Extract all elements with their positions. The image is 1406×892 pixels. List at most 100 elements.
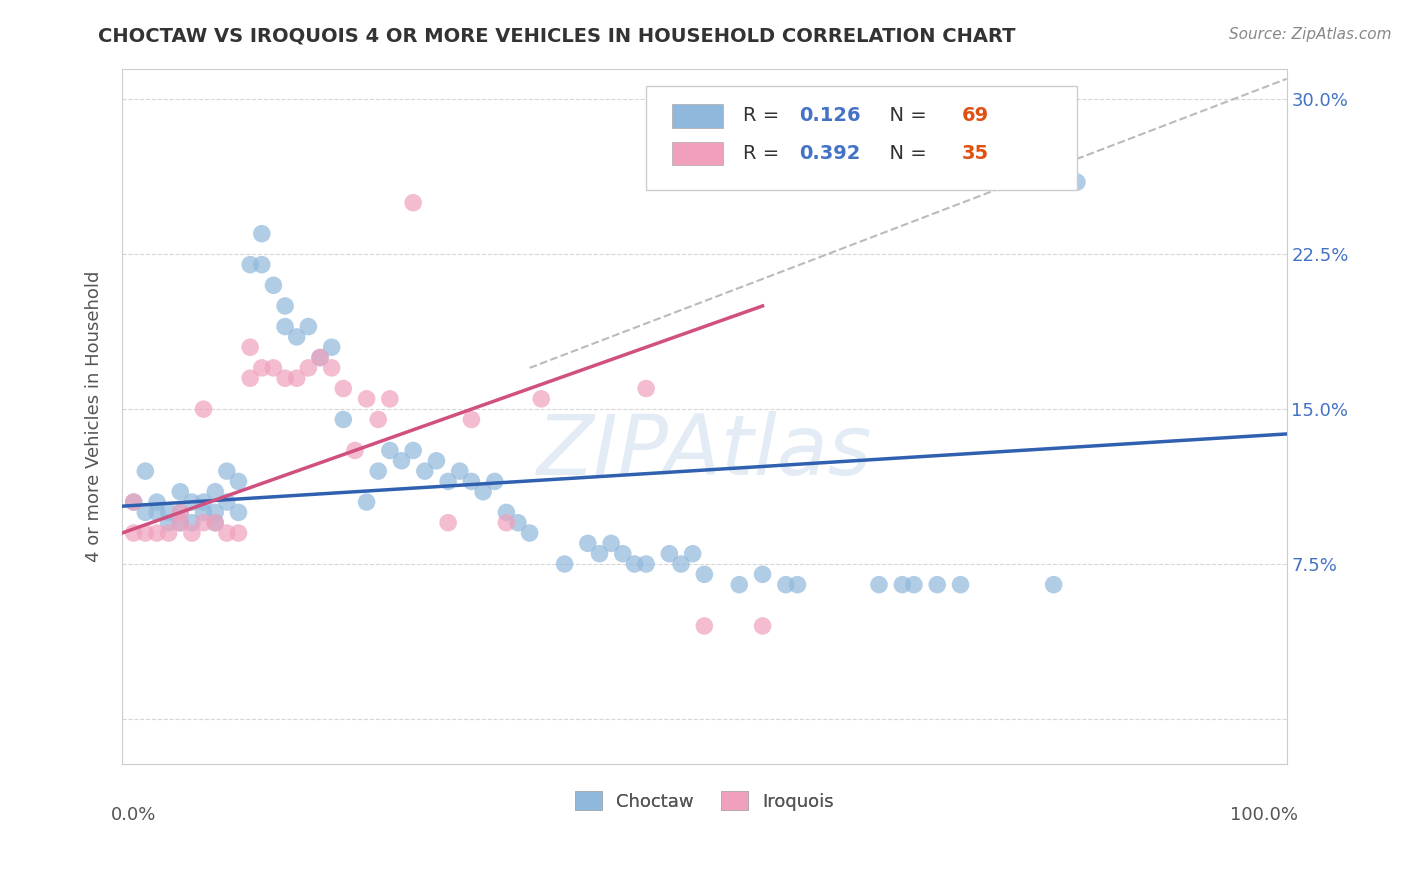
Point [169,516,191,530]
Point [636,382,658,396]
Point [332,382,354,396]
Point [332,412,354,426]
Point [728,577,751,591]
FancyBboxPatch shape [647,86,1077,190]
Point [193,505,215,519]
Point [274,299,297,313]
Legend: Choctaw, Iroquois: Choctaw, Iroquois [568,784,841,818]
Point [297,319,319,334]
Point [181,516,204,530]
Point [449,464,471,478]
Point [204,505,226,519]
Point [169,505,191,519]
Point [228,505,250,519]
Point [146,495,169,509]
Point [437,475,460,489]
Point [949,577,972,591]
Point [378,392,401,406]
Point [1042,577,1064,591]
Point [146,505,169,519]
Point [588,547,610,561]
Point [460,475,482,489]
Point [134,464,156,478]
Point [658,547,681,561]
FancyBboxPatch shape [672,104,723,128]
Point [204,516,226,530]
Point [274,319,297,334]
Point [274,371,297,385]
Point [250,227,273,241]
Point [321,340,343,354]
Point [228,526,250,541]
Point [1066,175,1088,189]
Point [751,619,773,633]
Point [868,577,890,591]
Point [134,505,156,519]
Text: 69: 69 [962,106,988,126]
Point [215,526,238,541]
Point [378,443,401,458]
Point [181,495,204,509]
Point [460,412,482,426]
Point [693,619,716,633]
Point [157,516,180,530]
Point [122,526,145,541]
Point [285,330,308,344]
Point [484,475,506,489]
Point [600,536,623,550]
Text: N =: N = [877,106,932,126]
Text: R =: R = [742,144,785,163]
Text: 0.392: 0.392 [799,144,860,163]
Text: Source: ZipAtlas.com: Source: ZipAtlas.com [1229,27,1392,42]
FancyBboxPatch shape [672,142,723,165]
Point [402,443,425,458]
Point [682,547,704,561]
Text: CHOCTAW VS IROQUOIS 4 OR MORE VEHICLES IN HOUSEHOLD CORRELATION CHART: CHOCTAW VS IROQUOIS 4 OR MORE VEHICLES I… [98,27,1017,45]
Point [157,526,180,541]
Point [903,577,925,591]
Point [122,495,145,509]
Point [437,516,460,530]
Point [309,351,332,365]
Point [169,484,191,499]
Point [693,567,716,582]
Text: 0.126: 0.126 [799,106,860,126]
Point [309,351,332,365]
Point [669,557,692,571]
Point [134,526,156,541]
Point [367,464,389,478]
Y-axis label: 4 or more Vehicles in Household: 4 or more Vehicles in Household [86,270,103,562]
Point [239,340,262,354]
Point [343,443,366,458]
Point [356,392,378,406]
Point [146,526,169,541]
Point [612,547,634,561]
Point [775,577,797,591]
Text: ZIPAtlas: ZIPAtlas [537,410,872,491]
Point [169,516,191,530]
Point [250,258,273,272]
Point [472,484,495,499]
Point [530,392,553,406]
Point [239,258,262,272]
Point [228,475,250,489]
Point [425,454,447,468]
Point [122,495,145,509]
Point [193,402,215,417]
Point [554,557,576,571]
Point [215,464,238,478]
Point [250,360,273,375]
Point [891,577,914,591]
Point [786,577,808,591]
Point [157,505,180,519]
Point [215,495,238,509]
Point [262,360,284,375]
Point [506,516,529,530]
Text: R =: R = [742,106,785,126]
Point [391,454,413,468]
Point [285,371,308,385]
Point [751,567,773,582]
Point [495,516,517,530]
Point [297,360,319,375]
Text: 35: 35 [962,144,988,163]
